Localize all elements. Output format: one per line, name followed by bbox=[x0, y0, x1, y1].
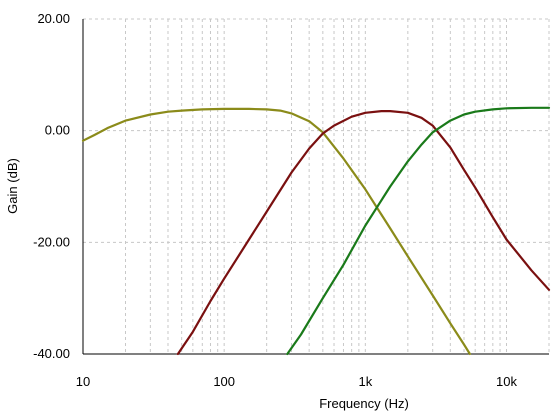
grid bbox=[82, 18, 550, 355]
series-line-1 bbox=[81, 107, 471, 356]
series-line-3 bbox=[286, 106, 551, 356]
y-tick-label: 20.00 bbox=[37, 11, 70, 26]
x-tick-label: 10 bbox=[76, 374, 90, 389]
y-axis-label: Gain (dB) bbox=[5, 158, 20, 214]
x-axis-label: Frequency (Hz) bbox=[319, 396, 409, 411]
y-tick-label: -40.00 bbox=[33, 346, 70, 361]
series-group bbox=[81, 106, 551, 356]
y-tick-labels: 20.00 0.00 -20.00 -40.00 bbox=[33, 11, 70, 361]
x-tick-label: 10k bbox=[496, 374, 517, 389]
x-tick-label: 100 bbox=[213, 374, 235, 389]
plot-frame bbox=[82, 19, 549, 355]
x-tick-label: 1k bbox=[358, 374, 372, 389]
series-line-2 bbox=[176, 109, 551, 356]
x-tick-labels: 10 100 1k 10k bbox=[76, 374, 518, 389]
y-tick-label: 0.00 bbox=[45, 123, 70, 138]
y-tick-label: -20.00 bbox=[33, 234, 70, 249]
